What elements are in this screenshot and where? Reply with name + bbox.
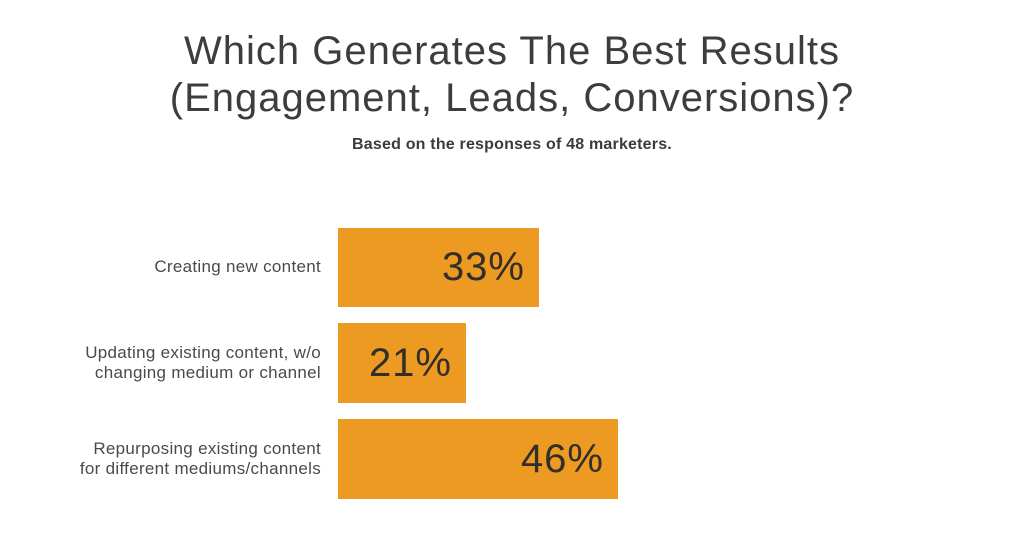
bar-creating-new-content: 33% xyxy=(338,228,539,307)
bar-row-updating-existing-content: Updating existing content, w/o changing … xyxy=(0,323,1024,403)
bar-repurposing-existing-content: 46% xyxy=(338,419,618,499)
chart-title: Which Generates The Best Results (Engage… xyxy=(169,29,855,120)
bar-category-label: Updating existing content, w/o changing … xyxy=(85,342,321,382)
bar-category-label: Repurposing existing content for differe… xyxy=(79,438,321,478)
bar-updating-existing-content: 21% xyxy=(338,323,466,403)
bar-row-creating-new-content: Creating new content 33% xyxy=(0,228,1024,307)
bar-value-label: 46% xyxy=(520,436,604,481)
bar-value-label: 33% xyxy=(441,245,525,289)
bar-row-repurposing-existing-content: Repurposing existing content for differe… xyxy=(0,419,1024,499)
bar-value-label: 21% xyxy=(368,340,452,385)
chart-subtitle: Based on the responses of 48 marketers. xyxy=(352,136,672,153)
bar-category-label: Creating new content xyxy=(154,257,321,277)
